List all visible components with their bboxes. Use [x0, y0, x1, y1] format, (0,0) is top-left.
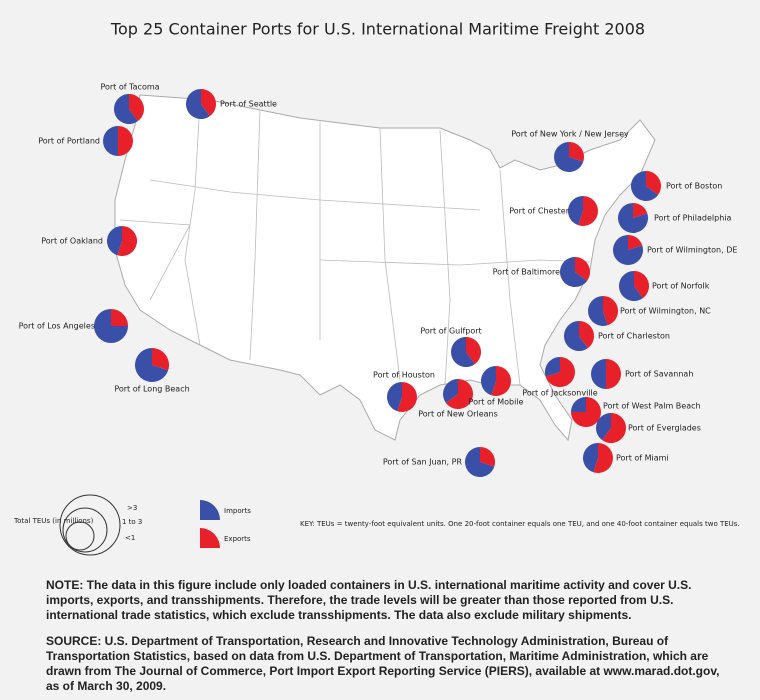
export-wedge [545, 357, 575, 388]
port-label: Port of Miami [616, 454, 669, 463]
export-wedge [491, 366, 512, 396]
import-wedge [613, 235, 643, 266]
port-label: Port of Jacksonville [522, 389, 597, 398]
port-label: Port of Baltimore [493, 268, 560, 277]
import-wedge [464, 447, 495, 478]
import-wedge [443, 379, 458, 403]
import-wedge [386, 382, 402, 412]
port-label: Port of Seattle [220, 100, 277, 109]
import-wedge [103, 126, 118, 156]
state-lines [119, 99, 591, 386]
import-wedge [618, 203, 649, 234]
import-wedge [571, 397, 586, 412]
import-wedge [545, 357, 560, 377]
import-wedge [560, 257, 588, 287]
port-label: Port of Boston [666, 182, 722, 191]
port-label: Port of Savannah [625, 370, 693, 379]
export-wedge [445, 379, 473, 409]
key-text: KEY: TEUs = twenty-foot equivalent units… [300, 520, 740, 528]
size-circle [65, 521, 95, 551]
import-wedge [94, 309, 128, 343]
port-label: Port of Long Beach [114, 385, 189, 394]
port-label: Port of New York / New Jersey [511, 130, 629, 139]
size-circle [62, 507, 108, 553]
legend: Total TEUs (in millions) >3 1 to 3 <1 Im… [13, 494, 740, 556]
import-wedge [113, 94, 138, 124]
port-label: Port of Everglades [628, 424, 701, 433]
import-wedge [631, 171, 659, 202]
import-wedge [619, 271, 643, 301]
export-wedge [129, 94, 144, 122]
import-wedge [591, 359, 606, 389]
export-wedge [480, 447, 495, 467]
legend-title: Total TEUs (in millions) [13, 517, 94, 525]
exports-swatch [200, 528, 220, 548]
import-wedge [481, 366, 496, 396]
port-label: Port of West Palm Beach [603, 402, 701, 411]
export-wedge [593, 443, 614, 473]
port-label: Port of Gulfport [420, 327, 481, 336]
import-wedge [451, 337, 475, 367]
import-wedge [106, 226, 122, 256]
export-wedge [634, 271, 650, 299]
imports-swatch [200, 500, 220, 520]
export-wedge [397, 382, 417, 412]
legend-label: Imports [224, 507, 251, 515]
export-wedge [117, 226, 137, 256]
port-label: Port of Tacoma [100, 83, 159, 92]
port-label: Port of New Orleans [418, 410, 498, 419]
size-label: >3 [127, 504, 137, 512]
port-label: Port of Charleston [598, 332, 670, 341]
port-label: Port of Portland [38, 137, 100, 146]
port-label: Port of San Juan, PR [383, 458, 463, 467]
port-label: Port of Houston [373, 371, 435, 380]
export-wedge [118, 126, 133, 156]
size-circle [59, 494, 121, 556]
export-wedge [111, 309, 128, 326]
export-wedge [569, 142, 584, 162]
note: NOTE: The data in this figure include on… [46, 578, 692, 622]
export-wedge [575, 257, 590, 281]
export-wedge [606, 359, 621, 389]
export-wedge [602, 413, 626, 443]
import-wedge [564, 321, 588, 351]
export-wedge [152, 348, 169, 371]
export-wedge [646, 171, 661, 195]
port-label: Port of Oakland [41, 237, 103, 246]
legend-label: Exports [224, 535, 251, 543]
export-wedge [578, 196, 599, 226]
import-wedge [186, 89, 210, 119]
size-label: 1 to 3 [122, 518, 142, 526]
import-wedge [568, 196, 583, 226]
ports: Port of Tacoma Port of Seattle Port of Por… [19, 83, 737, 478]
map: Top 25 Container Ports for U.S. Internat… [13, 20, 740, 556]
export-wedge [628, 235, 643, 250]
port-label: Port of Wilmington, DE [647, 246, 737, 255]
export-wedge [466, 337, 482, 365]
port-label: Port of Chester [509, 207, 569, 216]
export-wedge [579, 321, 595, 349]
export-wedge [633, 203, 648, 218]
export-wedge [201, 89, 216, 117]
source: SOURCE: U.S. Department of Transportatio… [46, 634, 720, 693]
port-label: Port of Mobile [469, 398, 524, 407]
port-label: Port of Los Angeles [19, 322, 95, 331]
import-wedge [588, 296, 608, 326]
import-wedge [583, 443, 598, 473]
port-label: Port of Norfolk [652, 282, 710, 291]
import-wedge [554, 142, 584, 173]
title: Top 25 Container Ports for U.S. Internat… [110, 20, 645, 39]
size-label: <1 [125, 534, 135, 542]
port-label: Port of Philadelphia [654, 214, 731, 223]
export-wedge [603, 296, 619, 326]
port-label: Port of Wilmington, NC [620, 307, 711, 316]
import-wedge [595, 413, 611, 441]
import-wedge [134, 348, 169, 382]
